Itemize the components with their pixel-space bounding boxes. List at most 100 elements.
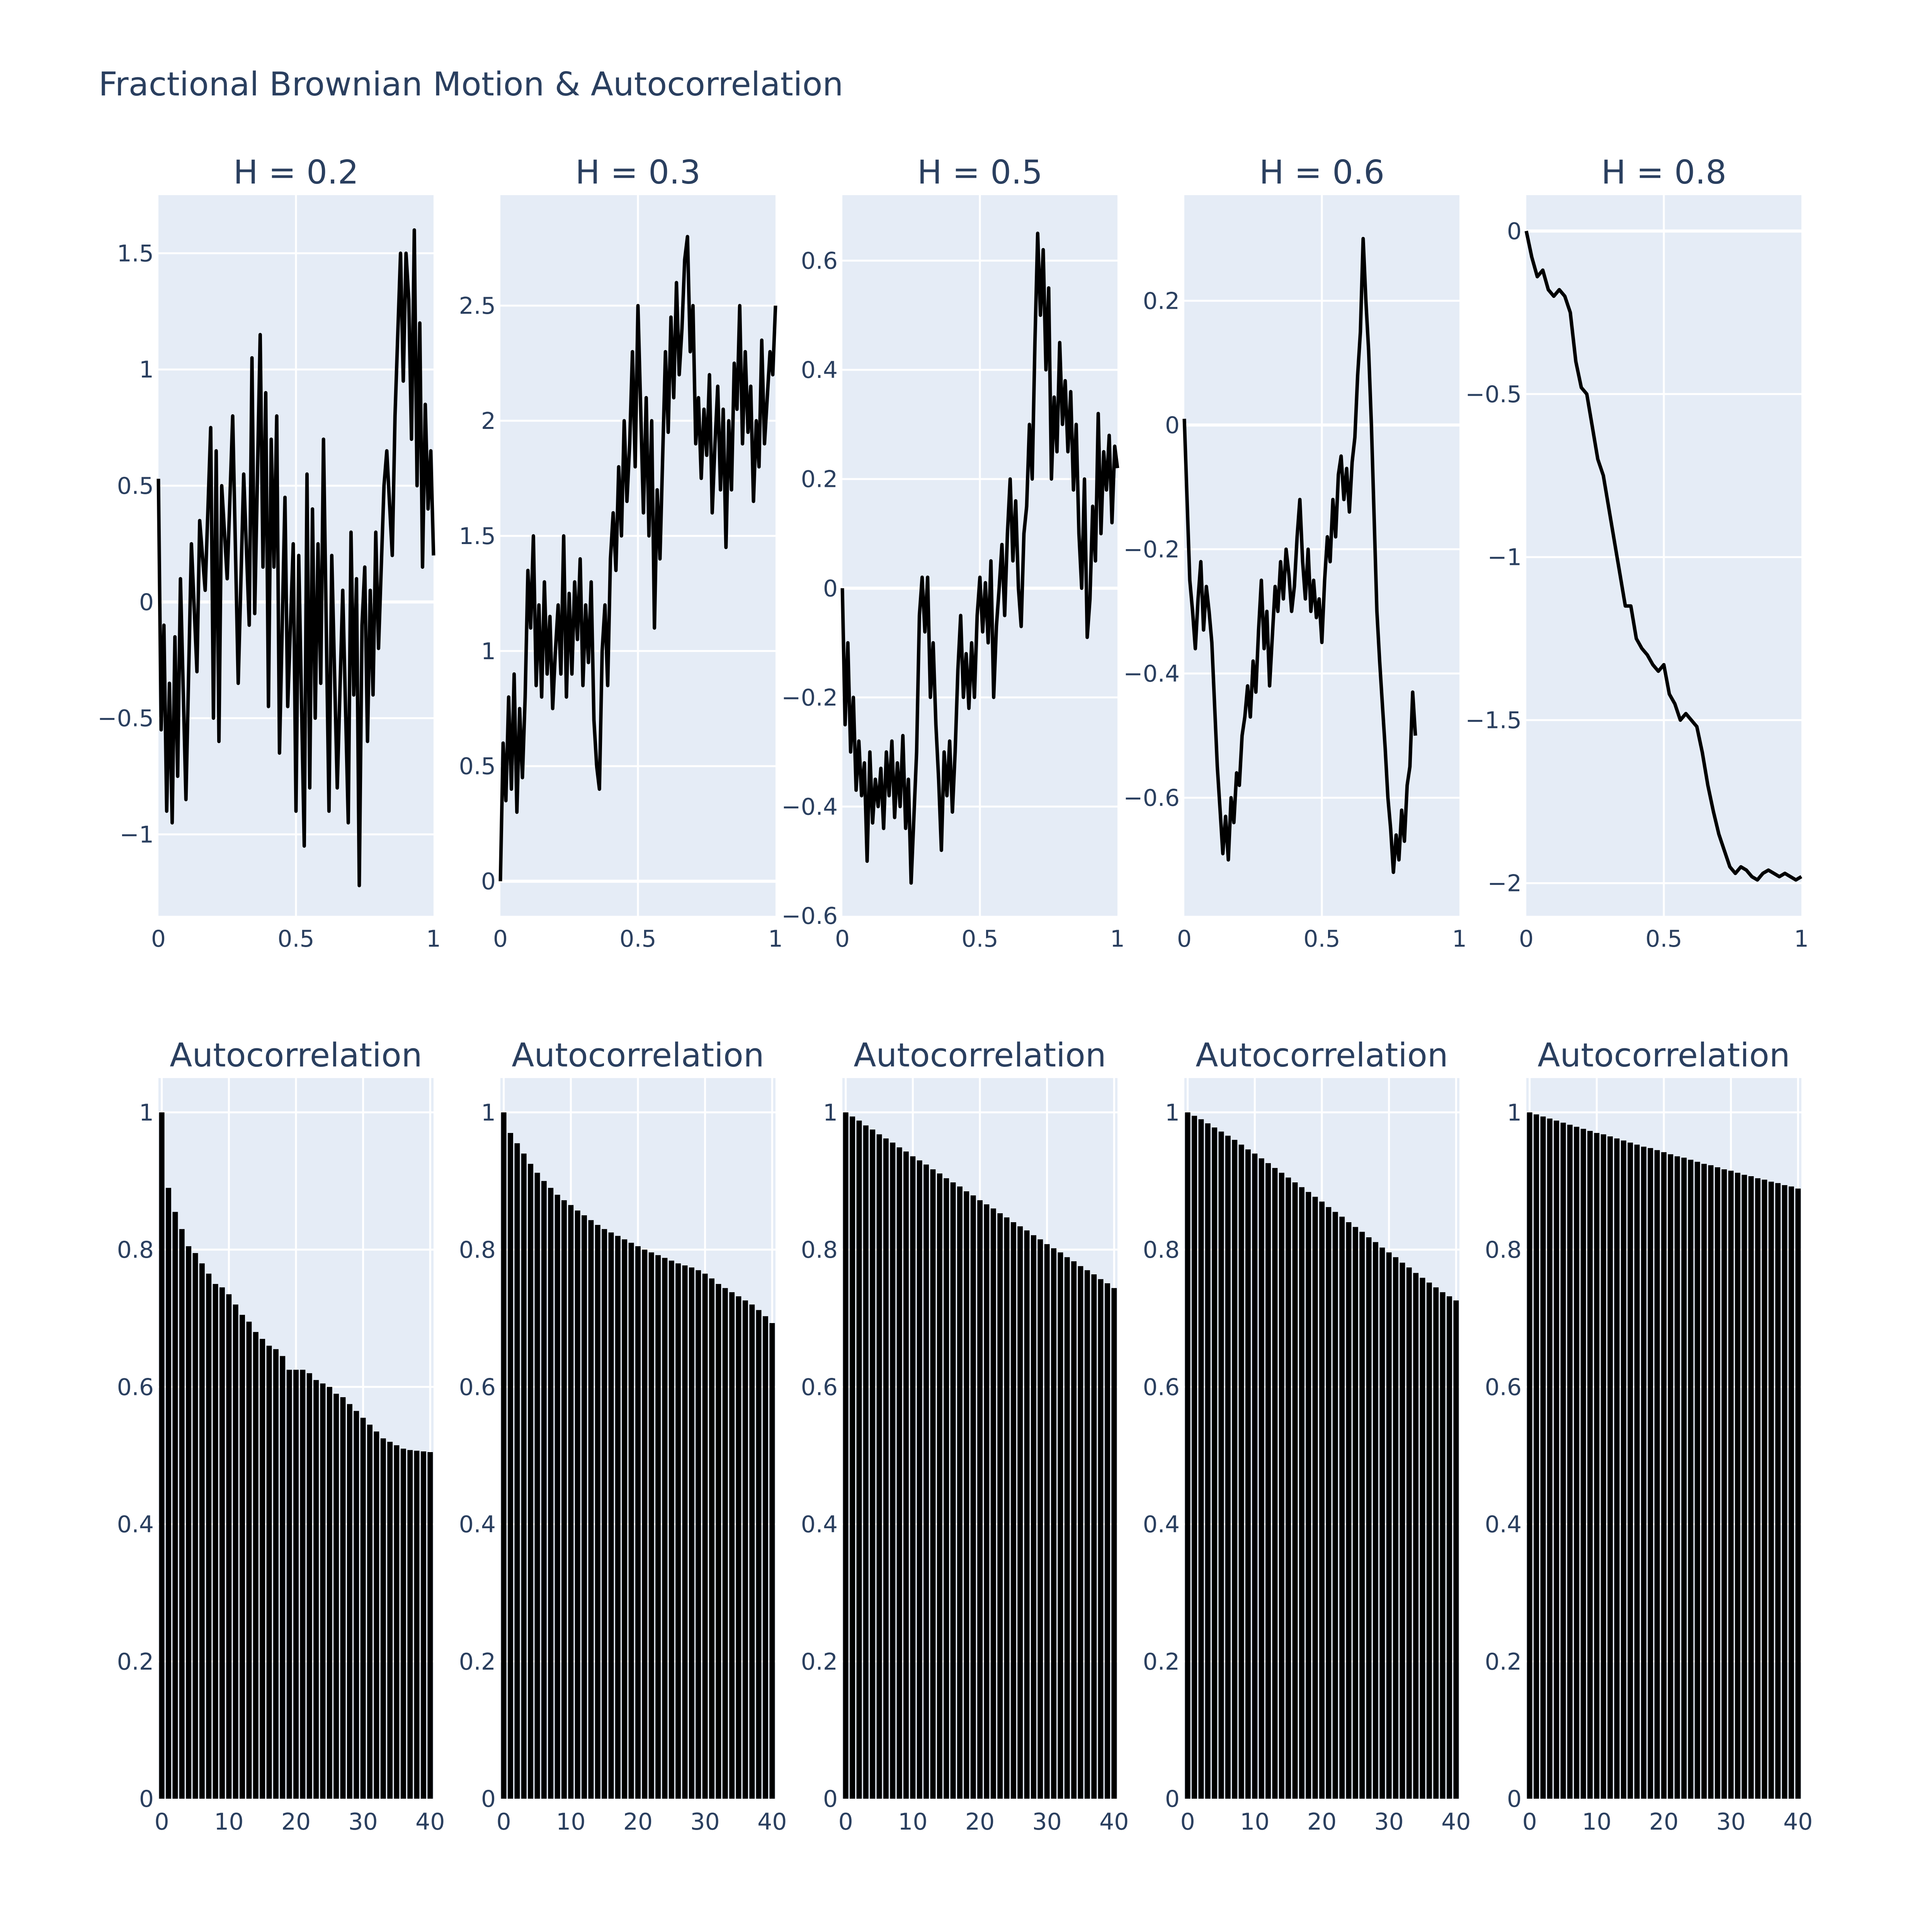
acf-bar [1554, 1121, 1560, 1799]
acf-bar [1091, 1274, 1097, 1799]
y-tick-label: 0.6 [801, 248, 838, 275]
acf-bar [1084, 1270, 1090, 1799]
acf-bar [1245, 1149, 1251, 1799]
acf-bar [340, 1397, 346, 1799]
acf-bar [635, 1246, 641, 1799]
acf-bar [1098, 1279, 1104, 1799]
acf-bar [360, 1418, 366, 1799]
acf-bar [1071, 1261, 1077, 1799]
x-tick-label: 20 [965, 1808, 995, 1835]
x-tick-label: 1 [426, 925, 441, 952]
x-tick-label: 1 [1794, 925, 1809, 952]
acf-bar [876, 1134, 882, 1799]
acf-bar [1339, 1216, 1345, 1799]
y-tick-label: 1.5 [117, 240, 154, 267]
acf-bar [347, 1404, 352, 1799]
acf-bar [313, 1380, 319, 1799]
acf-bar [1420, 1277, 1425, 1799]
acf-bar [1252, 1153, 1258, 1799]
acf-bar [1621, 1140, 1626, 1799]
acf-bar [266, 1345, 272, 1799]
acf-bar [1748, 1176, 1754, 1799]
acf-bar [1762, 1179, 1767, 1799]
acf-bar [1447, 1296, 1452, 1799]
y-tick-label: 0.6 [1143, 1374, 1180, 1401]
x-tick-label: 0 [497, 1808, 511, 1835]
subplot-7: Autocorrelation 0 10 20 30 40 0 0.2 0.4 0.6 0.8 1 [459, 1036, 787, 1835]
acf-bar [856, 1121, 862, 1799]
acf-bar [1701, 1164, 1707, 1799]
y-tick-label: −0.6 [1123, 785, 1180, 812]
acf-bar [400, 1449, 406, 1799]
acf-bar [763, 1316, 768, 1799]
x-tick-label: 40 [1441, 1808, 1471, 1835]
acf-bar [1366, 1237, 1372, 1799]
acf-bar [1440, 1292, 1446, 1799]
acf-bar [206, 1274, 212, 1799]
acf-bar [1674, 1156, 1680, 1799]
acf-bar [1265, 1163, 1271, 1799]
x-tick-label: 20 [623, 1808, 653, 1835]
x-tick-label: 0.5 [619, 925, 656, 952]
y-tick-label: 2 [481, 408, 496, 435]
x-tick-label: 10 [1582, 1808, 1611, 1835]
acf-bar [1212, 1127, 1218, 1799]
subplot-3: H = 0.5 0 0.5 1 −0.6 −0.4 −0.2 0 0.2 0.4 0.6 [781, 153, 1125, 952]
acf-bar [327, 1387, 332, 1799]
y-tick-label: −0.4 [1123, 660, 1180, 687]
acf-bar [655, 1255, 661, 1799]
acf-bar [615, 1236, 621, 1799]
y-tick-label: 1 [1165, 1099, 1180, 1126]
acf-bar [957, 1186, 963, 1799]
y-tick-label: −0.5 [1465, 381, 1522, 408]
y-tick-label: −0.5 [97, 705, 154, 732]
x-tick-label: 0 [1177, 925, 1192, 952]
fbm-path-line [1182, 237, 1417, 874]
y-tick-label: 0 [1165, 412, 1180, 439]
acf-bar [1782, 1185, 1787, 1799]
acf-bar [575, 1210, 580, 1799]
y-tick-label: 0 [139, 1786, 154, 1813]
acf-bar [1775, 1183, 1781, 1799]
acf-bar [293, 1369, 299, 1799]
acf-bar [253, 1332, 259, 1799]
fbm-path-line [498, 235, 777, 881]
acf-bar [870, 1129, 876, 1799]
fbm-path-line [156, 228, 435, 888]
subplot-title: Autocorrelation [512, 1036, 764, 1075]
acf-bar [1105, 1283, 1110, 1799]
x-tick-label: 40 [1783, 1808, 1813, 1835]
acf-bar [514, 1143, 520, 1799]
acf-bar [1567, 1124, 1573, 1799]
acf-bar [1024, 1230, 1030, 1799]
acf-bar [1192, 1116, 1197, 1799]
acf-bar [1594, 1133, 1600, 1799]
acf-bar [260, 1339, 265, 1799]
x-tick-label: 10 [898, 1808, 927, 1835]
acf-bar [1681, 1158, 1687, 1799]
acf-bar [1332, 1212, 1338, 1799]
y-tick-label: 0.4 [1485, 1511, 1522, 1538]
acf-bar [729, 1292, 735, 1799]
acf-bar [702, 1274, 708, 1799]
acf-bar [1735, 1173, 1740, 1799]
acf-bar [280, 1356, 286, 1799]
acf-bar [736, 1296, 742, 1799]
y-tick-label: 0 [1507, 218, 1522, 245]
acf-bar [716, 1284, 721, 1799]
x-tick-label: 0.5 [277, 925, 314, 952]
x-tick-label: 30 [1032, 1808, 1061, 1835]
y-tick-label: 0.4 [459, 1511, 496, 1538]
acf-bar [1352, 1227, 1358, 1799]
acf-bar [554, 1195, 560, 1799]
acf-bar [186, 1246, 192, 1799]
acf-bar [172, 1212, 178, 1799]
y-tick-label: 0 [1507, 1786, 1522, 1813]
acf-bar [568, 1205, 574, 1799]
x-tick-label: 10 [214, 1808, 243, 1835]
y-tick-label: 1 [1507, 1099, 1522, 1126]
y-tick-label: 0.8 [1485, 1236, 1522, 1264]
acf-bar [944, 1178, 949, 1799]
figure-title: Fractional Brownian Motion & Autocorrela… [99, 65, 843, 104]
acf-bar [937, 1173, 942, 1799]
